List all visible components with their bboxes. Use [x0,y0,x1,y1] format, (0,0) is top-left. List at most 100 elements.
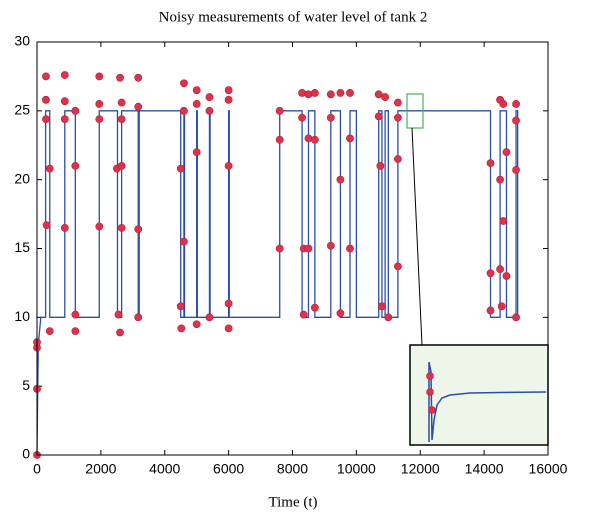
x-tick-label: 14000 [465,461,504,477]
data-point [192,320,201,329]
zoom-box [406,93,424,129]
data-point [326,113,335,122]
y-tick-label: 10 [14,308,30,324]
zoom-inset [406,93,549,446]
data-point [393,262,402,271]
data-point [42,72,50,81]
chart-title: Noisy measurements of water level of tan… [159,9,428,25]
data-point [95,100,104,108]
data-point [224,324,233,333]
data-point [71,327,80,335]
data-point [180,237,188,246]
data-point [502,272,511,280]
y-tick-label: 15 [14,239,30,255]
data-line [36,110,520,456]
y-tick-label: 30 [14,33,30,49]
data-point [95,222,104,231]
data-point [304,90,313,99]
data-point [304,244,313,253]
data-point [326,90,335,99]
data-point [134,313,143,322]
data-point [275,244,284,253]
data-point [374,112,383,121]
data-point [486,269,495,278]
y-tick-label: 5 [22,377,30,393]
x-axis-label: Time (t) [268,494,317,510]
x-tick-label: 10000 [337,461,376,477]
data-point [224,299,233,308]
x-tick-label: 6000 [213,461,244,477]
data-point [512,313,520,322]
data-point [45,164,54,173]
x-tick-label: 12000 [401,461,440,477]
data-point [42,221,51,229]
data-point [502,148,511,157]
data-point [496,175,504,184]
data-point [376,161,385,170]
data-point [205,313,214,322]
y-tick-label: 0 [22,446,30,462]
data-point [326,241,335,250]
data-point [192,86,201,95]
data-point [117,115,126,123]
data-point [180,79,188,88]
data-point [512,166,520,174]
data-point [60,223,69,232]
data-point [60,97,69,106]
data-point [384,313,393,322]
data-point [176,302,185,311]
data-point [275,106,284,115]
data-point [299,310,308,319]
data-point [71,106,80,115]
data-point [346,134,354,143]
data-point [310,135,319,144]
data-point [374,90,383,99]
data-point [177,324,186,333]
data-point [192,148,201,157]
data-point [71,161,80,170]
data-point [304,134,313,143]
data-point [336,309,345,318]
data-point [117,161,126,170]
x-tick-label: 2000 [85,461,116,477]
y-tick-label: 25 [14,102,30,118]
data-point [45,327,54,335]
data-point [134,225,143,234]
inset-dot [426,388,434,396]
data-point [134,102,143,111]
data-point [117,98,126,107]
data-point [42,115,50,123]
data-point [114,310,123,319]
plot-frame [36,41,549,456]
data-point [176,164,185,173]
data-point [346,89,354,97]
data-point [205,93,214,101]
data-point [486,159,495,168]
data-point [42,95,50,104]
data-point [134,73,143,82]
data-point [71,310,80,319]
data-point [298,113,306,122]
plot-area: 0 2000 4000 6000 8000 10000 12000 14000 16000 0 5 1… [14,33,567,477]
data-point [224,161,233,170]
data-point [95,115,104,123]
data-point [205,106,214,115]
data-point [336,175,345,184]
x-tick-label: 0 [33,461,41,477]
data-point [310,89,319,97]
data-point [499,217,508,225]
data-point [486,306,495,315]
data-point [336,89,345,97]
data-point [298,89,306,97]
data-point [512,116,520,125]
inset-dot [426,372,434,380]
data-point [310,303,319,312]
data-point [393,155,402,163]
data-point [116,328,124,337]
zoom-connector [411,127,423,346]
data-point [499,100,508,108]
data-point [224,95,233,104]
data-point [117,223,126,232]
data-point [346,244,354,253]
